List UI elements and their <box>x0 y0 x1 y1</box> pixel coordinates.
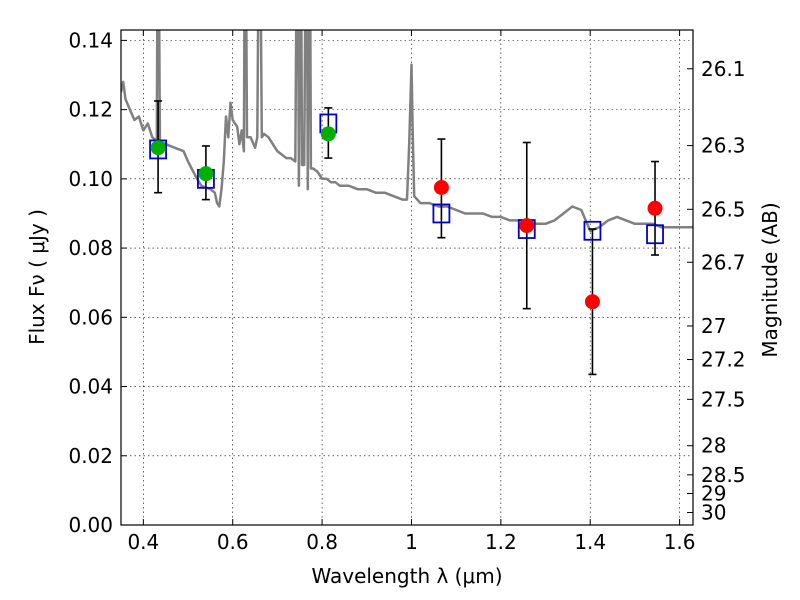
axis-ticks: 0.4 0.6 0.8 1 1.2 1.4 1.6 0.00 0.02 0.04 0.06 0.08 0… <box>68 28 745 554</box>
y-tick-label: 0.04 <box>68 375 113 399</box>
plot-frame <box>120 29 694 526</box>
x-tick-label: 1 <box>405 530 418 554</box>
x-tick-label: 0.8 <box>306 530 338 554</box>
grid-lines <box>121 30 693 526</box>
x-tick-label: 1.4 <box>574 530 606 554</box>
observed-flux-point <box>519 218 535 234</box>
x-tick-label: 0.6 <box>217 530 249 554</box>
right-tick-label: 27.2 <box>701 348 746 372</box>
x-tick-label: 0.4 <box>127 530 159 554</box>
plot-area <box>121 30 693 376</box>
y-tick-label: 0.06 <box>68 305 113 329</box>
y-tick-label: 0.10 <box>68 167 113 191</box>
right-tick-label: 26.5 <box>701 197 746 221</box>
x-axis-label: Wavelength λ (μm) <box>311 564 502 588</box>
observed-flux-point <box>584 294 600 310</box>
right-tick-label: 26.3 <box>701 134 746 158</box>
right-tick-label: 28 <box>701 434 726 458</box>
right-tick-label: 28.5 <box>701 463 746 487</box>
model-flux-box <box>432 203 451 224</box>
observed-flux-point <box>198 166 214 182</box>
right-tick-label: 26.1 <box>701 57 746 81</box>
x-tick-label: 1.6 <box>664 530 696 554</box>
model-spectrum-line <box>121 30 693 233</box>
right-tick-label: 29 <box>701 482 726 506</box>
right-tick-label: 26.7 <box>701 250 746 274</box>
y-tick-label: 0.14 <box>68 28 113 52</box>
observed-flux-point <box>647 200 663 216</box>
y-tick-label: 0.00 <box>68 513 113 537</box>
y-tick-label: 0.02 <box>68 444 113 468</box>
right-tick-label: 27 <box>701 314 726 338</box>
observed-flux-point <box>150 140 166 156</box>
y-axis-label-right: Magnitude (AB) <box>758 202 782 357</box>
y-tick-label: 0.12 <box>68 98 113 122</box>
model-flux-box <box>646 224 664 245</box>
observed-flux-point <box>433 180 449 195</box>
right-tick-label: 30 <box>701 501 726 525</box>
y-axis-label-left: Flux Fν ( μJy ) <box>25 209 49 345</box>
observed-flux-point <box>320 126 336 142</box>
right-tick-label: 27.5 <box>701 387 746 411</box>
y-tick-label: 0.08 <box>68 236 113 260</box>
model-flux-box <box>583 220 602 241</box>
x-tick-label: 1.2 <box>485 530 517 554</box>
